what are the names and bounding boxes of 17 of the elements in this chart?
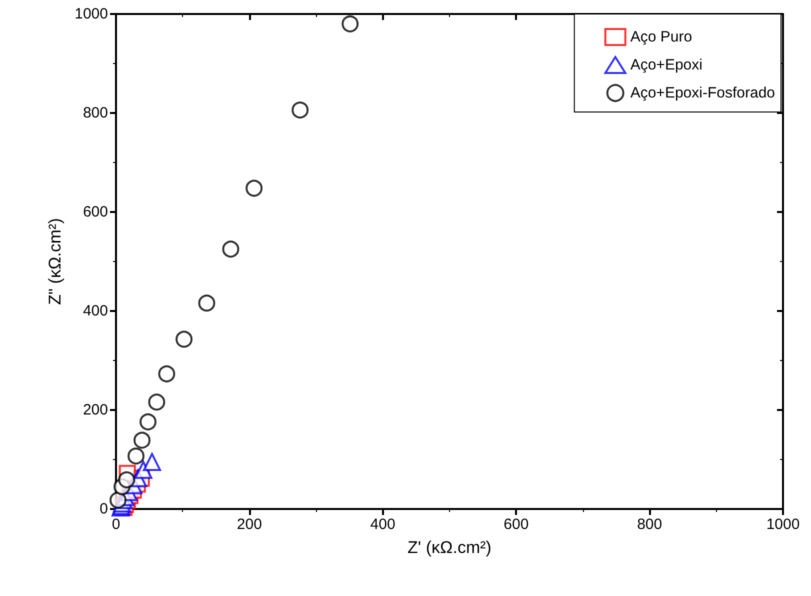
x-tick-label: 800 xyxy=(637,516,662,533)
y-tick-label: 800 xyxy=(82,104,108,122)
legend-label: Aço Puro xyxy=(630,28,692,46)
x-tick-label: 600 xyxy=(504,516,529,533)
x-tick-label: 1000 xyxy=(766,516,800,533)
x-axis-title: Z' (κΩ.cm²) xyxy=(408,538,492,557)
y-tick-label: 1000 xyxy=(74,6,108,22)
legend-label: Aço+Epoxi-Fosforado xyxy=(630,84,776,102)
x-tick-label: 0 xyxy=(112,516,120,533)
x-tick-label: 200 xyxy=(236,516,262,533)
legend-label: Aço+Epoxi xyxy=(630,56,702,74)
y-tick-label: 600 xyxy=(82,204,108,220)
x-tick-label: 400 xyxy=(370,516,396,533)
y-tick-label: 200 xyxy=(82,402,108,418)
y-tick-label: 400 xyxy=(82,302,108,320)
y-axis-title: Z" (κΩ.cm²) xyxy=(46,218,65,305)
y-tick-label: 0 xyxy=(100,500,108,518)
